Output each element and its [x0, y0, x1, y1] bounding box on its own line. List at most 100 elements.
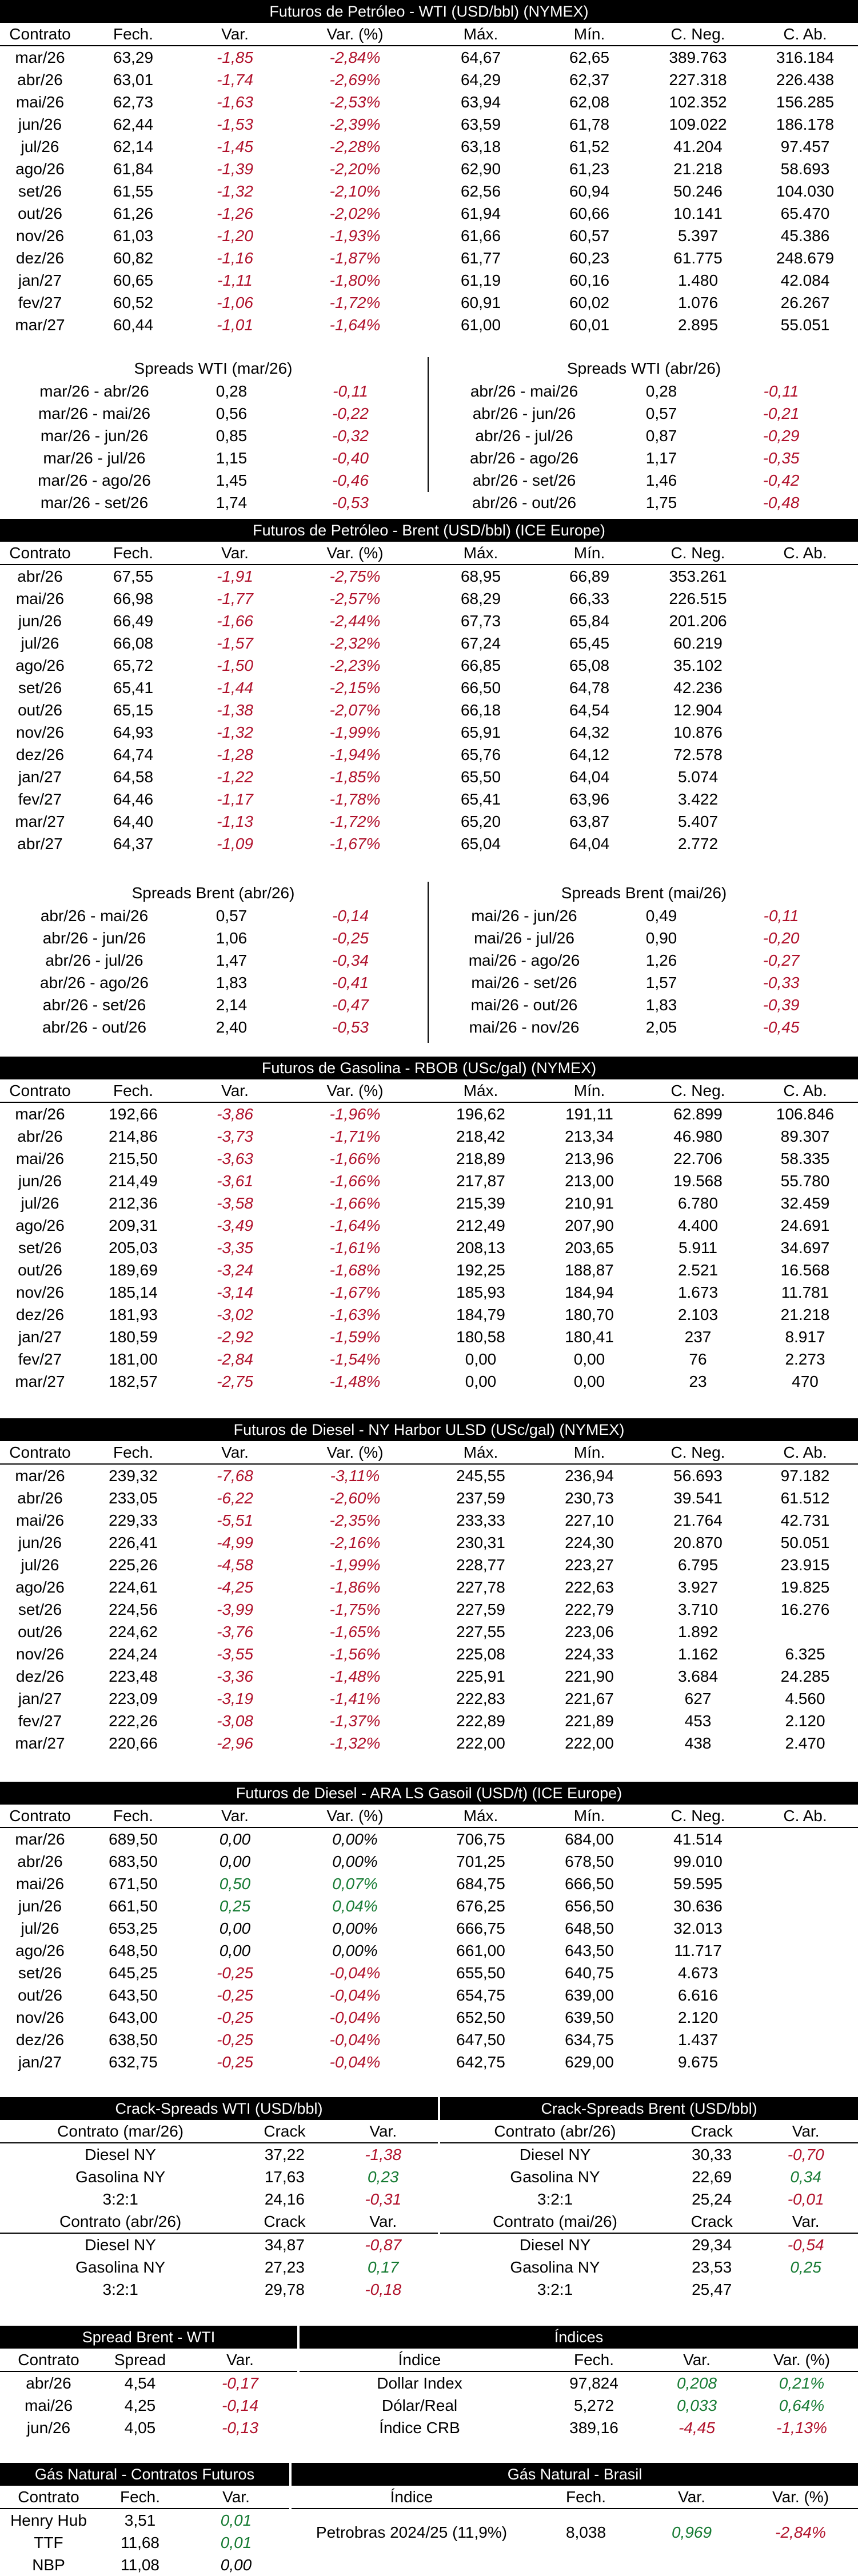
table-cell: 63,01: [113, 71, 154, 89]
table-cell: mai/26: [15, 1511, 65, 1529]
table-row: mar/27 60,44 -1,01 -1,64% 61,00 60,01 2.895 55.…: [0, 314, 858, 336]
table-row: Índice CRB 389,16 -4,45 -1,13%: [300, 2417, 858, 2439]
table-cell: 2.521: [677, 1261, 719, 1279]
table-cell: 61,84: [113, 160, 154, 178]
table-cell: -3,19: [217, 1690, 253, 1707]
table-row: out/26 224,62 -3,76 -1,65% 227,55 223,06 1.892: [0, 1621, 858, 1643]
table-cell: 181,00: [109, 1350, 158, 1368]
table-cell: 666,50: [565, 1875, 614, 1893]
table-cell: 180,58: [456, 1328, 505, 1346]
table-cell: out/26: [18, 1623, 62, 1641]
table-cell: -2,92: [217, 1328, 253, 1346]
table-cell: 23.915: [780, 1556, 830, 1574]
table-cell: -1,26: [217, 205, 253, 222]
table-cell: 638,50: [109, 2031, 158, 2049]
table-cell: -2,60%: [329, 1489, 381, 1507]
table-cell: -3,02: [217, 1306, 253, 1323]
table-cell: -0,31: [365, 2190, 402, 2208]
gasoil-title: Futuros de Diesel - ARA LS Gasoil (USD/t…: [0, 1782, 858, 1805]
table-cell: 192,25: [456, 1261, 505, 1279]
table-cell: -1,63: [217, 93, 253, 111]
table-cell: 629,00: [565, 2053, 614, 2071]
spread-cell: -0,48: [763, 494, 800, 511]
table-cell: -1,67%: [329, 1283, 381, 1301]
table-cell: 21.764: [673, 1511, 723, 1529]
table-cell: abr/26: [26, 2374, 71, 2392]
table-cell: 61,94: [460, 205, 501, 222]
spread-row: mai/26 - set/26 1,57 -0,33: [430, 971, 858, 994]
table-cell: mar/26: [15, 1830, 65, 1848]
table-cell: 5.407: [677, 813, 719, 830]
table-cell: 41.514: [673, 1830, 723, 1848]
table-cell: [752, 1962, 858, 1984]
table-cell: 2.470: [785, 1734, 825, 1752]
table-row: jan/27 223,09 -3,19 -1,41% 222,83 221,67 627 4.…: [0, 1687, 858, 1710]
crack-column-header: Var.: [328, 2120, 438, 2143]
table-cell: 227,78: [456, 1578, 505, 1596]
table-cell: 2.120: [785, 1712, 825, 1730]
table-cell: 220,66: [109, 1734, 158, 1752]
table-cell: 64,78: [569, 679, 610, 697]
table-row: ago/26 209,31 -3,49 -1,64% 212,49 207,90 4.400…: [0, 1214, 858, 1237]
table-cell: 42.236: [673, 679, 723, 697]
column-header: Var. (%): [284, 1805, 426, 1828]
table-cell: -1,37%: [329, 1712, 381, 1730]
spread-row: abr/26 - ago/26 1,83 -0,41: [0, 971, 426, 994]
column-header: Fech.: [97, 2486, 183, 2509]
spread-cell: abr/26 - jul/26: [45, 951, 143, 969]
column-header: Var.: [186, 23, 284, 46]
table-cell: 0,25: [219, 1897, 251, 1915]
spread-bw-table: Contrato Spread Var. abr/26 4,54 -0,17 mai/26…: [0, 2349, 297, 2439]
column-header: Var. (%): [284, 1441, 426, 1465]
spread-row: mar/26 - mai/26 0,56 -0,22: [0, 402, 426, 425]
table-cell: mai/26: [24, 2397, 73, 2414]
table-cell: 0,25: [790, 2258, 821, 2276]
table-cell: 34,87: [264, 2236, 305, 2254]
crack-table: Contrato (mar/26) Crack Var. Diesel NY 37,22…: [0, 2120, 438, 2210]
table-cell: 652,50: [456, 2009, 505, 2026]
table-cell: fev/27: [18, 790, 62, 808]
table-row: Diesel NY 34,87 -0,87: [0, 2233, 438, 2256]
table-cell: 60,01: [569, 316, 610, 334]
table-cell: 9.675: [677, 2053, 719, 2071]
spread-cell: 2,14: [216, 996, 248, 1014]
table-cell: -1,16: [217, 249, 253, 267]
table-cell: 64,04: [569, 768, 610, 786]
table-row: abr/26 683,50 0,00 0,00% 701,25 678,50 99.010: [0, 1850, 858, 1873]
wti-spreads: Spreads WTI (mar/26) mar/26 - abr/26 0,28…: [0, 357, 858, 511]
table-cell: 3:2:1: [537, 2281, 573, 2298]
column-header: C. Ab.: [752, 542, 858, 565]
table-row: dez/26 181,93 -3,02 -1,63% 184,79 180,70 2.103…: [0, 1303, 858, 1326]
table-cell: 0,00: [219, 1919, 251, 1937]
table-cell: -1,75%: [329, 1601, 381, 1618]
table-cell: -3,14: [217, 1283, 253, 1301]
table-cell: [752, 565, 858, 587]
table-cell: -1,13: [217, 813, 253, 830]
column-header: Máx.: [426, 542, 535, 565]
column-header: Contrato: [0, 1079, 80, 1103]
table-cell: 62,14: [113, 138, 154, 155]
spread-cell: -0,53: [332, 1018, 369, 1036]
table-cell: 189,69: [109, 1261, 158, 1279]
table-cell: 215,39: [456, 1194, 505, 1212]
column-header: Var.: [186, 1441, 284, 1465]
table-cell: -1,66%: [329, 1172, 381, 1190]
table-cell: 0,208: [676, 2374, 717, 2392]
table-cell: -0,17: [222, 2374, 258, 2392]
table-cell: [752, 1984, 858, 2006]
table-row: nov/26 64,93 -1,32 -1,99% 65,91 64,32 10.876: [0, 721, 858, 743]
column-header: Índice: [292, 2486, 532, 2509]
brent-table: Contrato Fech. Var. Var. (%) Máx. Mín. C. Neg.…: [0, 542, 858, 855]
table-cell: 64,29: [460, 71, 501, 89]
table-cell: 648,50: [565, 1919, 614, 1937]
table-cell: ago/26: [15, 1942, 65, 1959]
brent-title: Futuros de Petróleo - Brent (USD/bbl) (I…: [0, 519, 858, 542]
table-row: jul/26 62,14 -1,45 -2,28% 63,18 61,52 41.204 97…: [0, 135, 858, 158]
table-cell: 66,49: [113, 612, 154, 630]
table-cell: -1,22: [217, 768, 253, 786]
table-cell: 23: [689, 1373, 707, 1390]
spread-cell: mai/26 - ago/26: [468, 951, 580, 969]
table-cell: 639,50: [565, 2009, 614, 2026]
table-cell: 689,50: [109, 1830, 158, 1848]
table-cell: mar/27: [15, 813, 65, 830]
